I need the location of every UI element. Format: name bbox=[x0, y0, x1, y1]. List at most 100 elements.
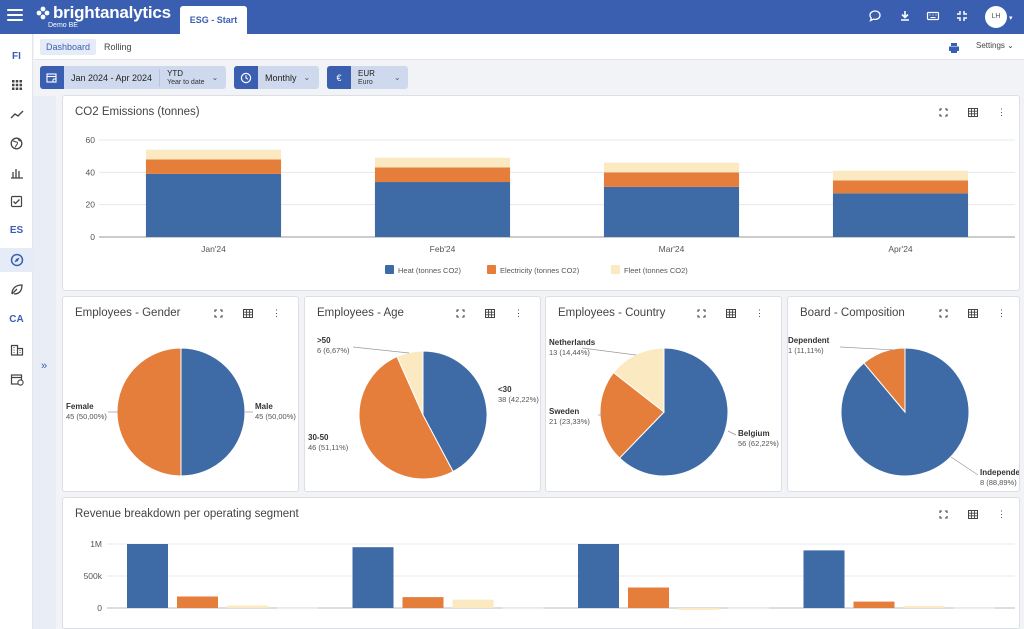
grid-icon[interactable] bbox=[0, 73, 33, 97]
card-toolbar: ⋮ bbox=[938, 509, 1007, 520]
chevron-down-icon: ⌄ bbox=[393, 73, 401, 82]
sidebar-item-es[interactable]: ES bbox=[9, 224, 24, 236]
table-icon[interactable] bbox=[967, 107, 978, 118]
table-icon[interactable] bbox=[967, 308, 978, 319]
building-icon[interactable] bbox=[0, 337, 33, 361]
slice-label: <30 bbox=[498, 385, 512, 394]
more-options-icon[interactable]: ⋮ bbox=[997, 509, 1006, 519]
brand-logo[interactable]: brightanalytics Demo BE bbox=[36, 3, 171, 29]
tab-rolling[interactable]: Rolling bbox=[104, 42, 132, 52]
checklist-icon[interactable] bbox=[0, 189, 33, 213]
currency-filter[interactable]: € EUR Euro ⌄ bbox=[327, 66, 408, 89]
bar bbox=[502, 607, 544, 609]
bar-segment bbox=[603, 172, 740, 187]
left-rail: FI ES CA bbox=[0, 34, 33, 629]
chat-icon[interactable] bbox=[868, 9, 884, 25]
y-tick-label: 1M bbox=[90, 539, 102, 549]
frequency-filter[interactable]: Monthly ⌄ bbox=[234, 66, 319, 89]
bar bbox=[678, 608, 719, 610]
card-title: Board - Composition bbox=[800, 307, 905, 319]
bar-segment bbox=[832, 170, 969, 181]
chevron-down-icon[interactable]: ▾ bbox=[1009, 15, 1013, 22]
trend-icon[interactable] bbox=[0, 102, 33, 126]
pie-slice bbox=[618, 347, 729, 477]
card-toolbar: ⋮ bbox=[455, 308, 524, 319]
fullscreen-icon[interactable] bbox=[696, 308, 707, 319]
bar bbox=[402, 597, 444, 608]
leaf-icon[interactable] bbox=[0, 277, 33, 301]
fullscreen-icon[interactable] bbox=[455, 308, 466, 319]
bar bbox=[452, 599, 494, 608]
y-tick-label: 0 bbox=[90, 232, 95, 242]
frequency-value: Monthly bbox=[265, 72, 297, 83]
y-tick-label: 60 bbox=[86, 135, 96, 145]
y-tick-label: 0 bbox=[97, 603, 102, 613]
tab-esg-start[interactable]: ESG - Start bbox=[180, 6, 247, 34]
slice-value: 38 (42,22%) bbox=[498, 395, 539, 404]
slice-label: Male bbox=[255, 402, 273, 411]
pie-slice bbox=[863, 347, 906, 414]
fullscreen-icon[interactable] bbox=[938, 107, 949, 118]
bar bbox=[628, 587, 669, 608]
bar bbox=[953, 607, 995, 609]
slice-label: Dependent bbox=[788, 336, 830, 345]
keyboard-icon[interactable] bbox=[926, 9, 942, 25]
more-options-icon[interactable]: ⋮ bbox=[514, 308, 523, 318]
more-options-icon[interactable]: ⋮ bbox=[755, 308, 764, 318]
sub-navigation: Dashboard Rolling Settings ⌄ bbox=[34, 34, 1024, 60]
table-icon[interactable] bbox=[484, 308, 495, 319]
bar-segment bbox=[832, 193, 969, 237]
print-icon[interactable] bbox=[948, 41, 960, 53]
tab-dashboard[interactable]: Dashboard bbox=[40, 39, 97, 55]
more-options-icon[interactable]: ⋮ bbox=[997, 308, 1006, 318]
bar bbox=[127, 544, 168, 608]
top-bar: brightanalytics Demo BE ESG - Start LH ▾ bbox=[0, 0, 1024, 34]
settings-menu[interactable]: Settings ⌄ bbox=[976, 41, 1014, 50]
chart-hand-icon[interactable] bbox=[0, 160, 33, 184]
card-toolbar: ⋮ bbox=[938, 308, 1007, 319]
collapse-icon[interactable] bbox=[955, 9, 971, 25]
fullscreen-icon[interactable] bbox=[213, 308, 224, 319]
slice-value: 6 (6,67%) bbox=[317, 346, 350, 355]
globe-icon[interactable] bbox=[0, 131, 33, 155]
period-filter[interactable]: Jan 2024 - Apr 2024 YTD Year to date ⌄ bbox=[40, 66, 226, 89]
euro-icon: € bbox=[327, 66, 351, 89]
sidebar-item-fi[interactable]: FI bbox=[12, 50, 21, 62]
table-icon[interactable] bbox=[242, 308, 253, 319]
slice-value: 21 (23,33%) bbox=[549, 417, 590, 426]
legend-swatch bbox=[611, 265, 620, 274]
fullscreen-icon[interactable] bbox=[938, 509, 949, 520]
calendar-clock-icon[interactable] bbox=[0, 367, 33, 391]
card-title: Employees - Age bbox=[317, 307, 404, 319]
slice-label: >50 bbox=[317, 336, 331, 345]
settings-label: Settings bbox=[976, 41, 1005, 50]
bar-segment bbox=[603, 162, 740, 173]
menu-icon[interactable] bbox=[7, 9, 23, 25]
compass-icon[interactable] bbox=[0, 248, 33, 272]
x-tick-label: Feb'24 bbox=[430, 244, 456, 254]
sidebar-item-ca[interactable]: CA bbox=[9, 313, 24, 325]
card-toolbar: ⋮ bbox=[696, 308, 765, 319]
slice-value: 56 (62,22%) bbox=[738, 439, 779, 448]
card-title: Revenue breakdown per operating segment bbox=[75, 508, 299, 520]
clock-icon bbox=[234, 66, 258, 89]
user-avatar[interactable]: LH bbox=[985, 6, 1007, 28]
more-options-icon[interactable]: ⋮ bbox=[272, 308, 281, 318]
leader-line bbox=[352, 346, 410, 354]
expand-panel-strip[interactable]: » bbox=[33, 96, 56, 629]
slice-value: 45 (50,00%) bbox=[255, 412, 296, 421]
fullscreen-icon[interactable] bbox=[938, 308, 949, 319]
table-icon[interactable] bbox=[725, 308, 736, 319]
table-icon[interactable] bbox=[967, 509, 978, 520]
pie-slice bbox=[358, 355, 454, 480]
more-options-icon[interactable]: ⋮ bbox=[997, 107, 1006, 117]
slice-label: Netherlands bbox=[549, 338, 596, 347]
download-icon[interactable] bbox=[898, 9, 914, 25]
bar bbox=[177, 596, 218, 608]
y-tick-label: 500k bbox=[84, 571, 103, 581]
expand-icon[interactable]: » bbox=[41, 360, 48, 372]
slice-label: Independent bbox=[980, 468, 1020, 477]
x-tick-label: Mar'24 bbox=[659, 244, 685, 254]
leader-line bbox=[581, 347, 637, 356]
